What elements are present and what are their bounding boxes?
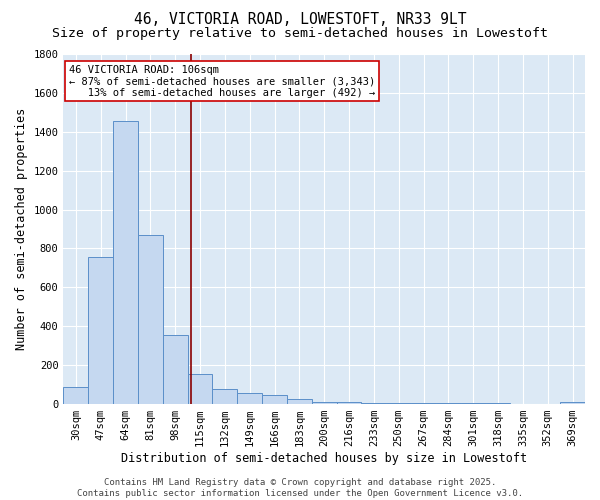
Text: 46 VICTORIA ROAD: 106sqm
← 87% of semi-detached houses are smaller (3,343)
   13: 46 VICTORIA ROAD: 106sqm ← 87% of semi-d… [68,64,375,98]
Bar [237,394,262,404]
Bar [212,388,237,404]
Bar [312,402,337,404]
Text: Contains HM Land Registry data © Crown copyright and database right 2025.
Contai: Contains HM Land Registry data © Crown c… [77,478,523,498]
Bar [262,396,287,404]
Bar [361,402,386,404]
X-axis label: Distribution of semi-detached houses by size in Lowestoft: Distribution of semi-detached houses by … [121,452,527,465]
Bar [411,403,436,404]
Text: 46, VICTORIA ROAD, LOWESTOFT, NR33 9LT: 46, VICTORIA ROAD, LOWESTOFT, NR33 9LT [134,12,466,28]
Bar [287,399,312,404]
Bar [64,386,88,404]
Bar [386,403,411,404]
Bar [113,121,138,404]
Text: Size of property relative to semi-detached houses in Lowestoft: Size of property relative to semi-detach… [52,28,548,40]
Bar [138,235,163,404]
Bar [88,257,113,404]
Bar [188,374,212,404]
Y-axis label: Number of semi-detached properties: Number of semi-detached properties [15,108,28,350]
Bar [560,402,585,404]
Bar [163,335,188,404]
Bar [337,402,361,404]
